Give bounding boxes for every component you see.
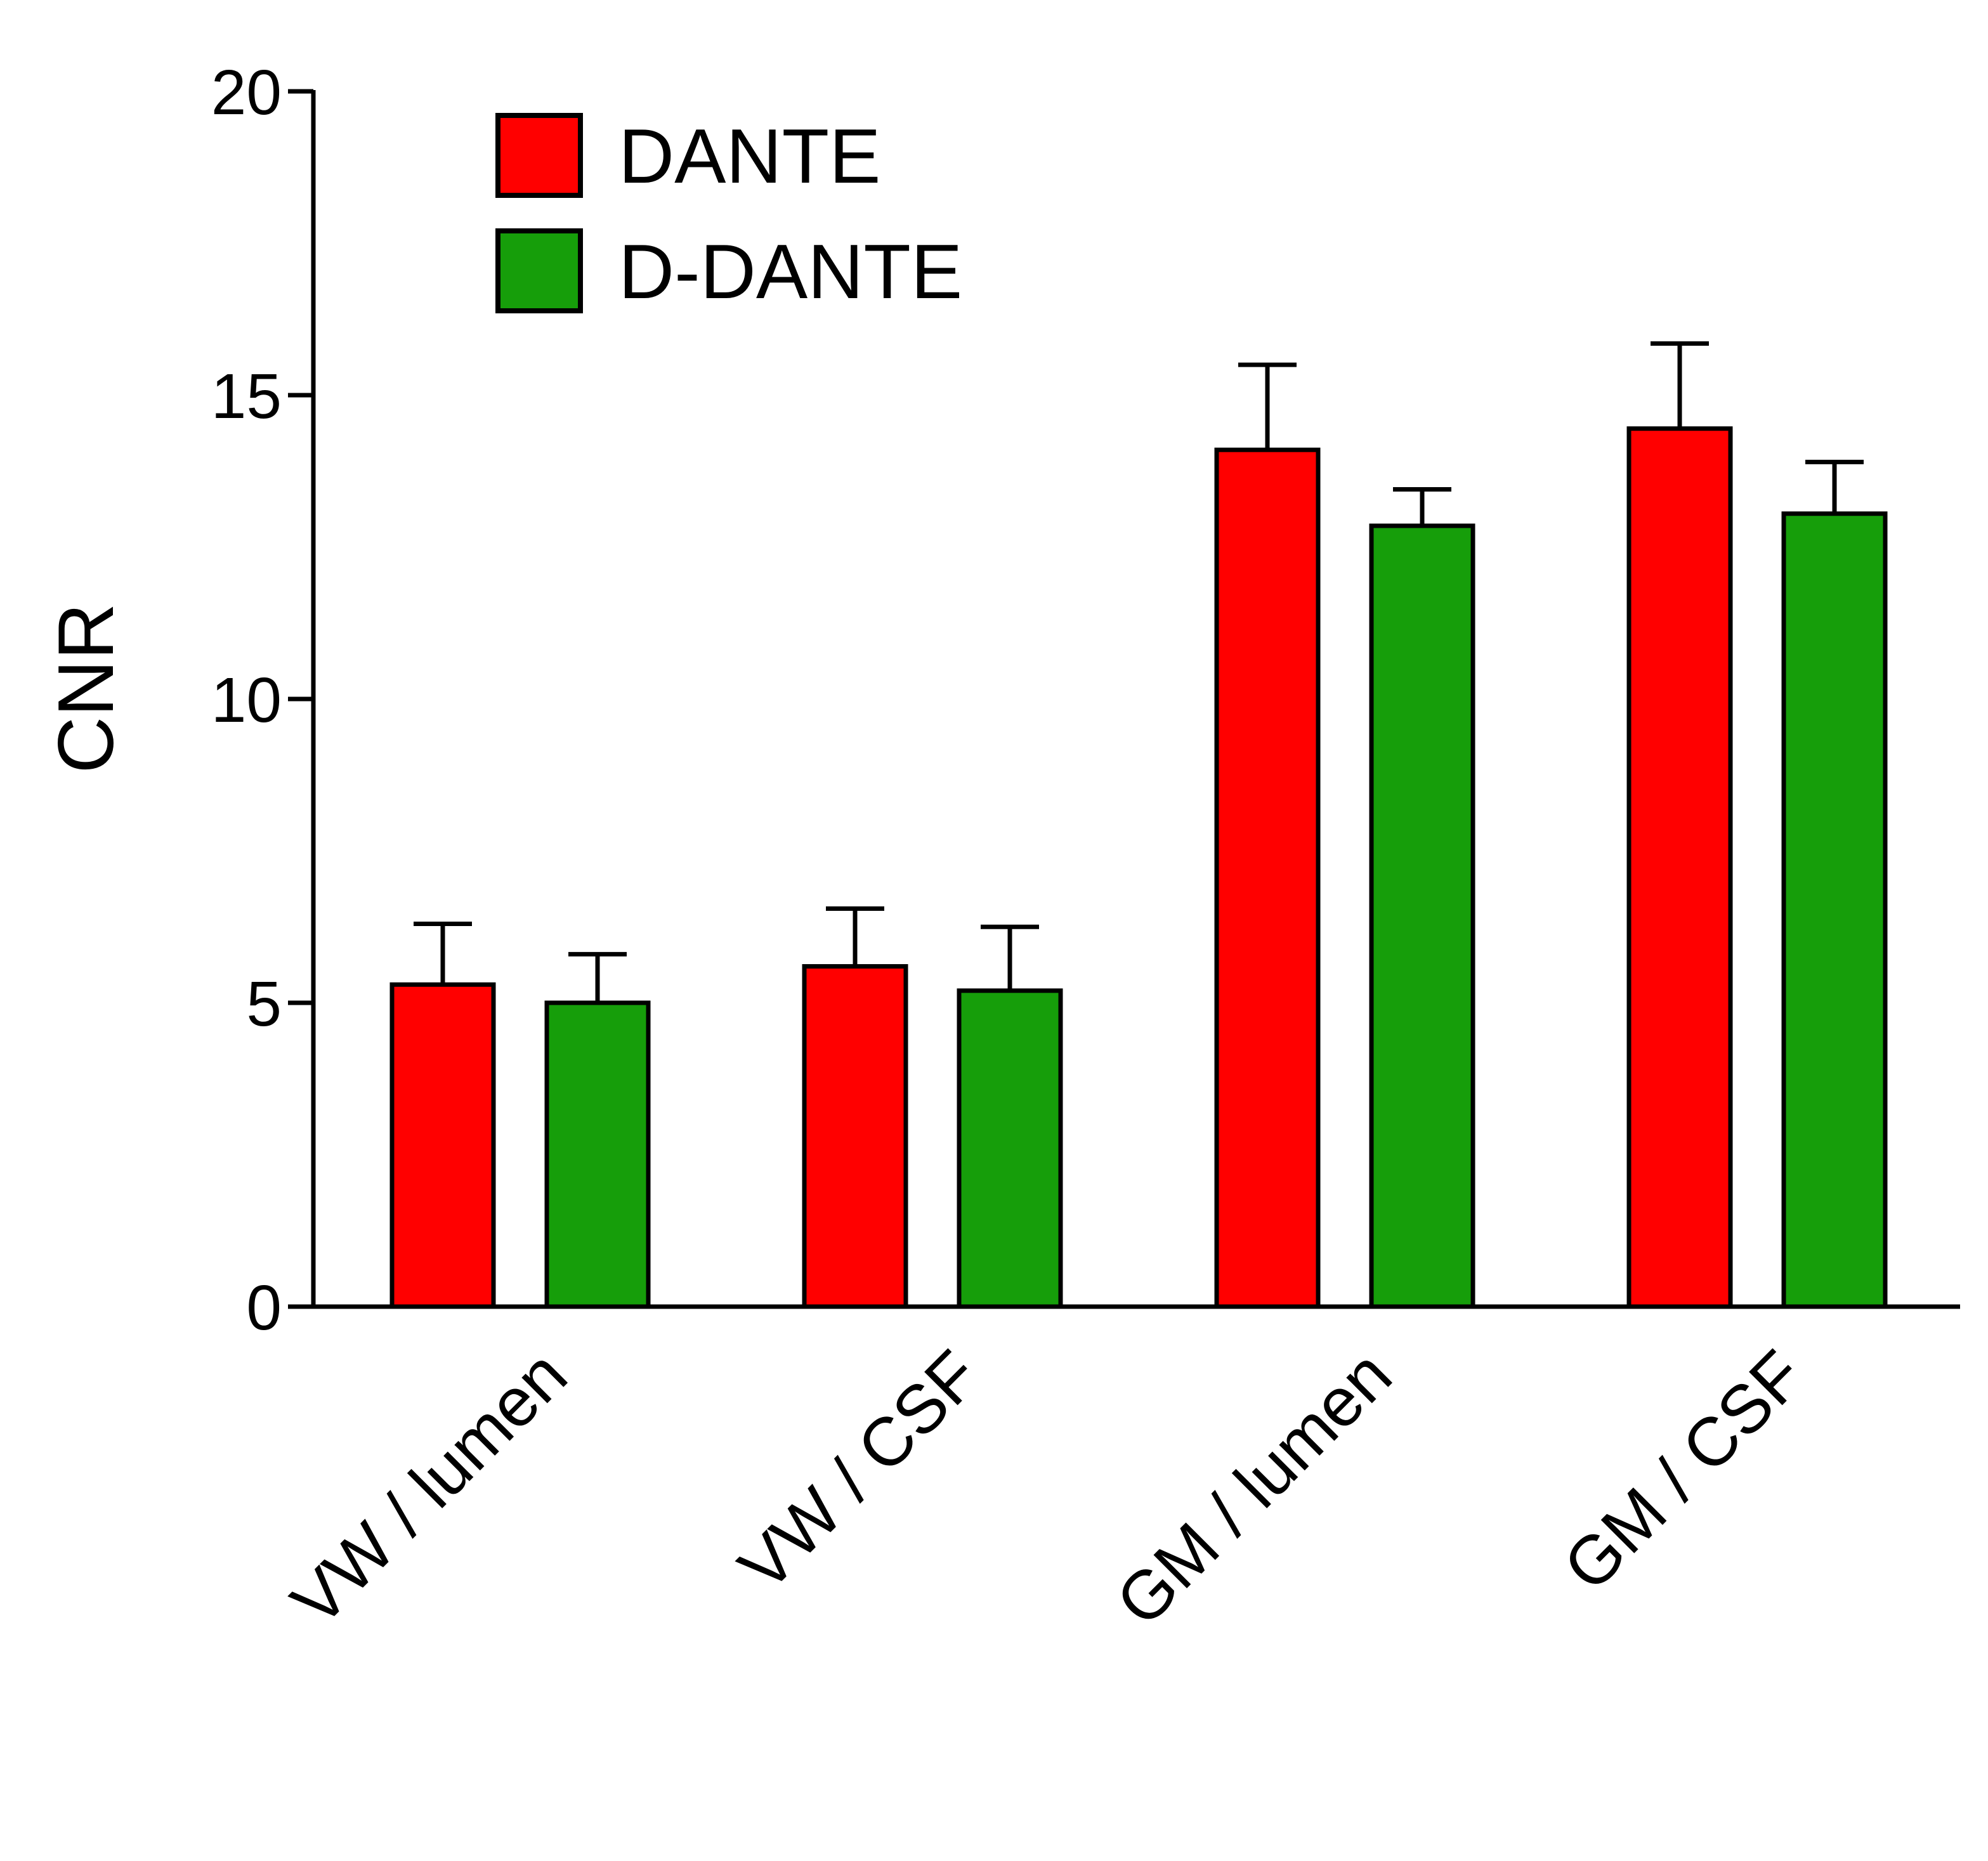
legend-label-dante: DANTE [618, 113, 880, 199]
bar-dante-3 [1626, 426, 1733, 1309]
bar-dante-1 [802, 964, 908, 1309]
legend-label-d-dante: D-DANTE [618, 228, 962, 315]
y-tick-label: 15 [211, 361, 282, 432]
bars-layer [389, 426, 1888, 1309]
y-tick-label: 20 [211, 57, 282, 128]
x-category-label: VW / CSF [724, 1336, 993, 1605]
legend: DANTE D-DANTE [495, 113, 962, 315]
y-ticks: 0 5 10 15 20 [211, 57, 313, 1343]
y-axis-title: CNR [43, 603, 130, 774]
legend-swatch-d-dante [495, 228, 583, 313]
legend-swatch-dante [495, 113, 583, 198]
y-tick-label: 5 [246, 969, 282, 1040]
error-bars-layer [414, 341, 1864, 1003]
x-category-label: GM / lumen [1101, 1336, 1406, 1640]
bar-d-dante-1 [957, 988, 1063, 1309]
bar-dante-2 [1214, 447, 1321, 1309]
x-category-labels: VW / lumen VW / CSF GM / lumen GM / CSF [277, 1336, 1818, 1640]
bar-d-dante-3 [1781, 511, 1888, 1309]
x-category-label: GM / CSF [1548, 1336, 1818, 1605]
x-category-label: VW / lumen [277, 1336, 581, 1640]
y-tick-label: 0 [246, 1272, 282, 1343]
bar-d-dante-0 [544, 1000, 651, 1309]
y-tick-label: 10 [211, 665, 282, 736]
bar-dante-0 [389, 982, 496, 1309]
bar-d-dante-2 [1369, 523, 1475, 1309]
